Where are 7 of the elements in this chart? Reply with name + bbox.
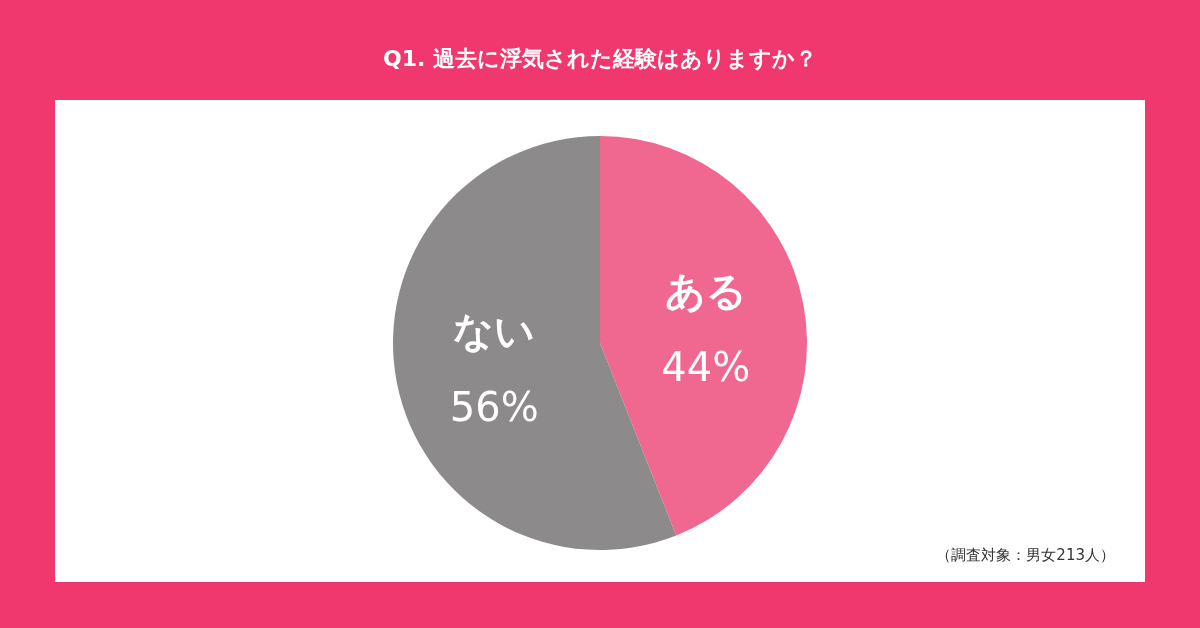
data-label: 44%: [661, 343, 751, 390]
chart-title: Q1. 過去に浮気された経験はありますか？: [382, 46, 818, 71]
text: （調査対象：男女213人）: [936, 546, 1115, 564]
slice-label: ある: [664, 267, 747, 314]
slice-label: ない: [453, 308, 536, 355]
data-label: 56%: [449, 384, 539, 431]
pie-slice: [600, 136, 807, 536]
